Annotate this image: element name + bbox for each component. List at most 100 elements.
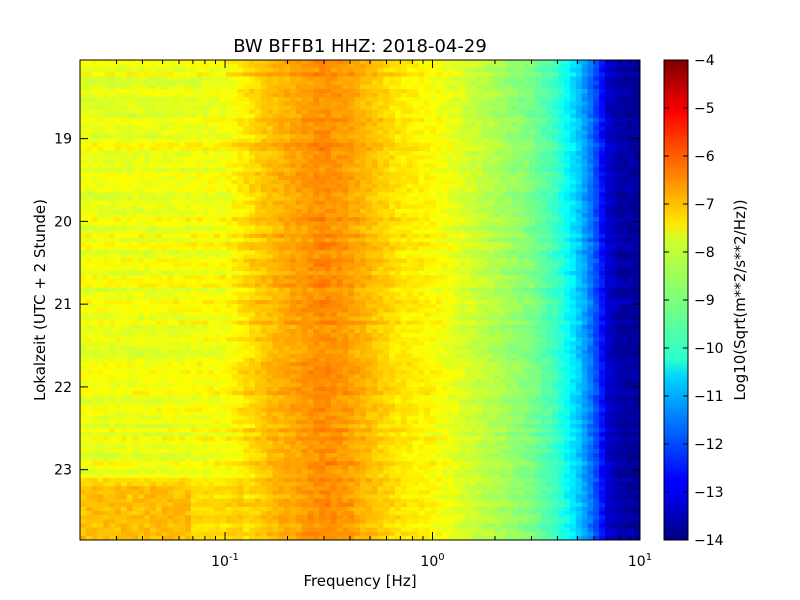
spectrogram-cell [581,184,589,189]
spectrogram-cell [523,171,530,177]
spectrogram-cell [575,151,583,156]
spectrogram-cell [80,142,87,148]
spectrogram-cell [225,84,233,90]
spectrogram-cell [150,208,157,214]
spectrogram-cell [120,101,128,107]
spectrogram-cell [511,262,519,268]
spectrogram-cell [249,262,256,268]
spectrogram-cell [85,266,93,272]
spectrogram-cell [196,208,204,214]
spectrogram-cell [540,117,548,123]
spectrogram-cell [570,196,577,202]
spectrogram-cell [225,93,233,98]
spectrogram-cell [412,163,419,169]
spectrogram-cell [389,138,396,144]
spectrogram-cell [295,146,303,152]
spectrogram-cell [179,208,186,214]
spectrogram-cell [255,221,262,227]
spectrogram-cell [161,159,169,165]
spectrogram-cell [523,262,530,268]
spectrogram-cell [307,167,314,173]
spectrogram-cell [430,142,437,148]
spectrogram-cell [220,237,227,243]
spectrogram-cell [354,88,361,94]
spectrogram-cell [167,188,174,194]
spectrogram-cell [564,117,571,123]
spectrogram-cell [558,262,565,268]
spectrogram-cell [190,64,198,69]
spectrogram-cell [610,242,618,247]
spectrogram-cell [412,171,419,177]
spectrogram-cell [319,105,326,111]
spectrogram-cell [622,196,629,202]
spectrogram-cell [237,208,244,214]
spectrogram-cell [185,72,192,78]
spectrogram-cell [272,93,279,98]
spectrogram-cell [190,167,198,173]
spectrogram-cell [190,93,198,98]
spectrogram-cell [214,84,221,90]
spectrogram-cell [494,213,501,218]
spectrogram-cell [354,237,361,243]
spectrogram-cell [220,84,227,90]
spectrogram-cell [173,109,180,115]
spectrogram-cell [260,200,268,206]
spectrogram-cell [535,208,542,214]
spectrogram-cell [295,225,303,231]
spectrogram-cell [307,217,314,222]
spectrogram-cell [185,122,192,127]
spectrogram-cell [593,68,600,74]
spectrogram-cell [126,101,134,107]
spectrogram-cell [552,122,559,127]
spectrogram-cell [336,266,344,272]
spectrogram-cell [634,130,640,136]
spectrogram-cell [161,138,169,144]
spectrogram-cell [173,101,180,107]
spectrogram-cell [325,138,332,144]
spectrogram-cell [552,180,559,185]
spectrogram-cell [505,72,513,78]
spectrogram-cell [505,175,513,181]
spectrogram-cell [424,200,431,206]
spectrogram-cell [605,134,612,140]
spectrogram-cell [564,167,571,173]
spectrogram-cell [150,60,157,65]
spectrogram-cell [155,155,163,160]
spectrogram-cell [377,88,384,94]
spectrogram-cell [126,192,134,198]
spectrogram-cell [610,196,618,202]
spectrogram-cell [453,188,460,194]
spectrogram-cell [336,88,344,94]
spectrogram-cell [587,192,594,198]
spectrogram-cell [196,97,204,102]
spectrogram-cell [622,217,629,222]
spectrogram-cell [430,68,437,74]
spectrogram-cell [330,122,338,127]
spectrogram-cell [535,155,542,160]
spectrogram-cell [336,262,344,268]
spectrogram-cell [552,113,559,119]
spectrogram-cell [575,76,583,82]
spectrogram-cell [138,171,145,177]
spectrogram-cell [406,84,414,90]
spectrogram-cell [150,84,157,90]
spectrogram-cell [167,237,174,243]
spectrogram-cell [132,250,139,256]
spectrogram-cell [91,246,99,251]
spectrogram-cell [126,242,134,247]
spectrogram-cell [622,229,629,235]
spectrogram-cell [424,60,431,65]
spectrogram-cell [190,200,198,206]
spectrogram-cell [167,213,174,218]
spectrogram-cell [120,213,128,218]
spectrogram-cell [494,80,501,86]
spectrogram-cell [214,175,221,181]
spectrogram-cell [115,184,122,189]
spectrogram-cell [132,146,139,152]
spectrogram-cell [255,171,262,177]
spectrogram-cell [202,200,209,206]
spectrogram-cell [295,134,303,140]
spectrogram-cell [150,242,157,247]
spectrogram-cell [301,266,309,272]
spectrogram-cell [371,122,379,127]
